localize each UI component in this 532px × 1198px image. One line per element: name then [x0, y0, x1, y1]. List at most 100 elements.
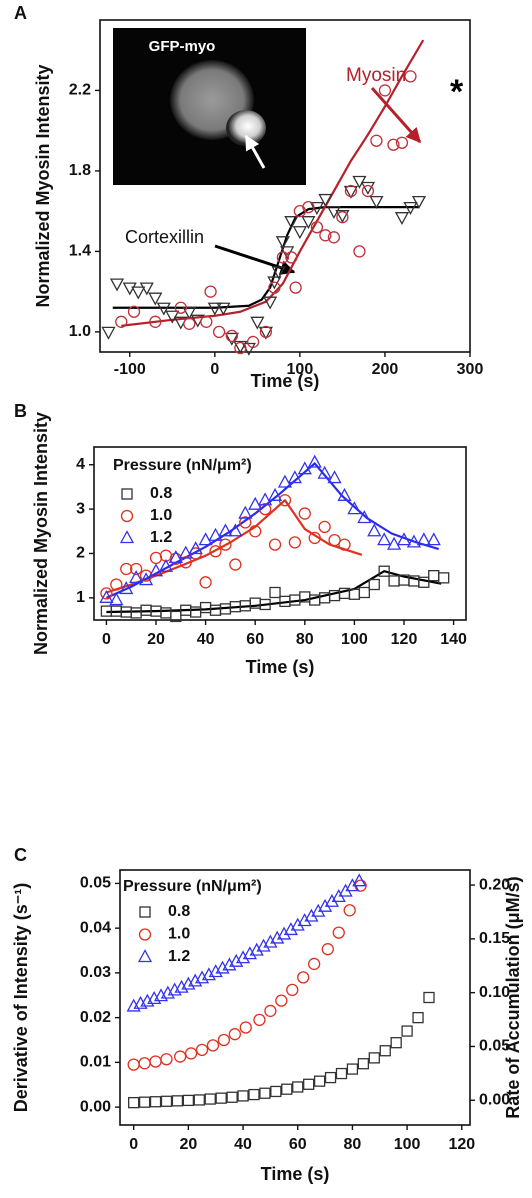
point: [201, 967, 216, 981]
x-tick-label: 80: [344, 1136, 362, 1153]
point: [284, 216, 299, 230]
point: [404, 70, 417, 83]
point: [188, 541, 203, 555]
x-tick-label: 100: [287, 361, 314, 378]
legend-label: 1.2: [168, 948, 190, 965]
point: [303, 1078, 315, 1090]
point: [204, 285, 217, 298]
point: [218, 523, 233, 537]
point: [258, 492, 273, 506]
point: [343, 904, 356, 917]
panel: 0 20 40 60 80 100 120 0.00 0.01 0.02 0.03 0.04 0.05 0…: [11, 845, 523, 1184]
point: [423, 991, 435, 1004]
x-tick-label: 40: [234, 1136, 252, 1153]
x-tick-label: 60: [289, 1136, 307, 1153]
panel: 0 20 40 60 80 100 120 140 1 2 3 4 Time (s) Normalized…: [14, 401, 467, 677]
point: [99, 589, 114, 603]
point: [338, 538, 351, 551]
y-tick-label: 2: [76, 545, 85, 562]
point: [182, 306, 197, 320]
point: [258, 326, 273, 340]
point: [390, 1037, 402, 1049]
point: [360, 181, 376, 195]
plot-frame: [93, 446, 467, 621]
point: [378, 84, 392, 97]
point: [248, 496, 263, 510]
legend-title: Pressure (nN/μm²): [123, 878, 262, 895]
point: [335, 1067, 348, 1080]
point: [200, 315, 213, 328]
point: [250, 316, 265, 330]
y-tick-label: 1.0: [69, 323, 91, 340]
point: [347, 501, 362, 515]
point: [174, 979, 189, 993]
legend-label: 1.2: [150, 529, 172, 546]
point: [178, 545, 193, 559]
legend-marker: [138, 928, 152, 941]
point: [156, 302, 171, 316]
point: [228, 1028, 241, 1041]
x-tick-label: 0: [210, 361, 219, 378]
point: [208, 527, 223, 541]
point: [138, 572, 154, 586]
legend-marker: [137, 949, 153, 963]
point: [377, 532, 392, 546]
point: [249, 525, 262, 538]
y2-tick-label: 0.10: [479, 984, 510, 1001]
y2-tick-label: 0.05: [479, 1038, 510, 1055]
x-tick-label: 140: [440, 631, 467, 648]
point: [259, 598, 271, 611]
annotation-arrow: [370, 87, 422, 144]
point: [204, 1093, 216, 1105]
x-tick-label: 120: [448, 1136, 475, 1153]
point: [287, 470, 302, 484]
point: [270, 930, 285, 944]
point: [263, 296, 278, 310]
point: [149, 1055, 162, 1068]
point: [130, 562, 143, 576]
point: [396, 532, 412, 546]
point: [100, 587, 113, 600]
point: [326, 206, 342, 220]
point: [281, 1083, 293, 1095]
y2-tick-label: 0.20: [479, 876, 510, 893]
point: [406, 534, 422, 548]
point: [297, 913, 312, 927]
point: [378, 565, 390, 577]
point: [209, 604, 222, 616]
point: [301, 216, 316, 230]
legend-label: 1.0: [150, 507, 172, 524]
y-axis-label: Normalized Myosin Intensity: [31, 412, 51, 655]
y-axis-label: Derivative of Intensity (s⁻¹): [11, 883, 31, 1113]
point: [219, 538, 232, 551]
y-tick-label: 0.03: [80, 964, 111, 981]
point: [224, 332, 239, 346]
point: [160, 607, 172, 619]
point: [181, 976, 196, 990]
x-tick-label: 100: [341, 631, 368, 648]
point: [212, 325, 226, 339]
point: [276, 251, 290, 264]
point: [193, 1094, 205, 1106]
x-axis-label: Time (s): [261, 1164, 330, 1184]
point: [149, 315, 162, 328]
point: [335, 210, 350, 224]
point: [184, 1047, 198, 1060]
point: [270, 1085, 282, 1098]
x-tick-label: 120: [391, 631, 418, 648]
y-tick-label: 1.8: [69, 162, 91, 179]
point: [215, 1092, 227, 1104]
point: [271, 266, 286, 280]
point: [289, 281, 302, 294]
panel-label: B: [14, 401, 27, 421]
point: [307, 454, 322, 468]
inset-image: GFP-myo: [113, 28, 306, 185]
legend-marker: [121, 488, 133, 500]
point: [263, 934, 278, 948]
point: [361, 184, 375, 198]
legend: Pressure (nN/μm²) 0.8 1.0 1.2: [113, 457, 252, 546]
point: [216, 302, 231, 316]
point: [394, 212, 410, 226]
point: [403, 201, 418, 215]
